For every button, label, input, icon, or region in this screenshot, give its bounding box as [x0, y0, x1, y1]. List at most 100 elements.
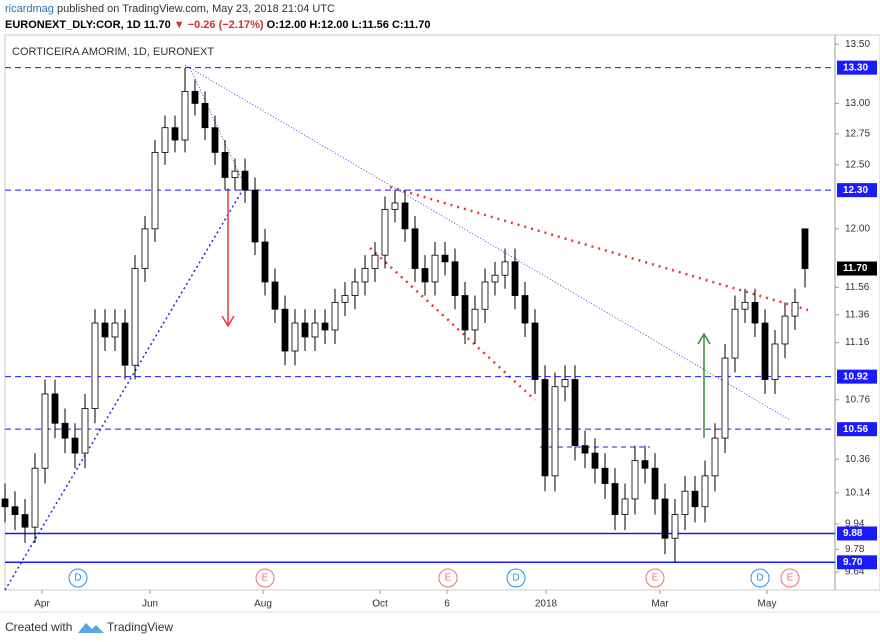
candle-body	[751, 301, 759, 324]
y-tick-label: 12.75	[845, 128, 870, 139]
last: 11.70	[144, 19, 171, 31]
candle-body	[781, 315, 789, 345]
candle-body	[591, 452, 599, 469]
candle-body	[141, 228, 149, 269]
x-tick-label: Mar	[651, 599, 669, 610]
level-label-box	[837, 555, 877, 570]
event-label: D	[512, 573, 519, 584]
event-label: E	[652, 573, 659, 584]
candle-body	[151, 151, 159, 230]
event-marker	[438, 568, 458, 588]
y-tick-label: 12.00	[845, 223, 870, 234]
trendline	[189, 67, 246, 187]
candle-body	[531, 322, 539, 380]
candle-body	[271, 281, 279, 310]
candle-body	[41, 393, 49, 469]
candle-body	[321, 322, 329, 331]
trendline	[369, 247, 536, 401]
candle-body	[261, 241, 269, 283]
ohlc: O:12.00 H:12.00 L:11.56 C:11.70	[267, 19, 431, 31]
x-tick-label: 2018	[535, 599, 558, 610]
candle-body	[551, 386, 559, 477]
candle-body	[201, 103, 209, 129]
candle-body	[51, 393, 59, 424]
chart-title: CORTICEIRA AMORIM, 1D, EURONEXT	[12, 46, 214, 58]
candle-body	[391, 202, 399, 210]
level-label: 9.88	[843, 528, 863, 539]
event-label: E	[445, 573, 452, 584]
level-label: 10.92	[843, 371, 868, 382]
candle-body	[521, 295, 529, 324]
event-label: E	[787, 573, 794, 584]
candle-body	[281, 308, 289, 352]
candle-body	[581, 445, 589, 454]
candle-body	[661, 498, 669, 539]
candle-body	[121, 322, 129, 366]
symbol-line: EURONEXT_DLY:COR, 1D 11.70 ▼ −0.26 (−2.1…	[5, 19, 430, 31]
event-marker	[645, 568, 665, 588]
candle-body	[801, 228, 809, 269]
candle-body	[431, 254, 439, 283]
y-tick-label: 11.36	[845, 309, 870, 320]
level-label: 12.30	[843, 185, 868, 196]
y-tick-label: 9.78	[845, 544, 865, 555]
candle-body	[771, 343, 779, 380]
logo	[78, 623, 104, 633]
candle-body	[561, 379, 569, 388]
candle-body	[631, 460, 639, 500]
candle-body	[571, 379, 579, 446]
event-marker	[750, 568, 770, 588]
candle-body	[241, 170, 249, 191]
last-price-box	[837, 261, 877, 276]
arrow-head	[697, 332, 711, 345]
candle-body	[401, 202, 409, 230]
candles	[1, 67, 809, 563]
candle-body	[251, 189, 259, 243]
candle-body	[421, 268, 429, 283]
candle-body	[341, 295, 349, 303]
candle-body	[81, 408, 89, 454]
drawings	[4, 64, 809, 591]
x-tick-label: Apr	[34, 599, 50, 610]
candle-body	[291, 322, 299, 352]
candle-body	[61, 422, 69, 439]
event-marker	[506, 568, 526, 588]
y-tick-label: 11.56	[845, 282, 870, 293]
candle-body	[471, 308, 479, 331]
candle-body	[691, 490, 699, 508]
y-tick-label: 13.00	[845, 98, 870, 109]
candle-body	[501, 261, 509, 276]
level-label: 10.56	[843, 424, 868, 435]
footer-created: Created with	[5, 620, 72, 634]
last-price-label: 11.70	[843, 263, 868, 274]
trendline	[389, 185, 809, 312]
candle-body	[361, 268, 369, 283]
y-tick-label: 9.94	[845, 519, 865, 530]
y-tick-label: 10.14	[845, 487, 870, 498]
level-label-box	[837, 422, 877, 437]
event-marker	[255, 568, 275, 588]
candle-body	[21, 514, 29, 528]
level-label-box	[837, 369, 877, 384]
symbol: EURONEXT_DLY:COR, 1D	[5, 19, 141, 31]
level-label: 13.30	[843, 62, 868, 73]
candle-body	[331, 301, 339, 331]
candle-body	[411, 228, 419, 269]
event-label: D	[756, 573, 763, 584]
y-tick-label: 13.50	[845, 39, 870, 50]
event-label: D	[74, 573, 81, 584]
change: ▼ −0.26 (−2.17%)	[174, 19, 264, 31]
y-tick-label: 11.16	[845, 337, 870, 348]
candle-body	[441, 254, 449, 263]
candle-body	[461, 295, 469, 331]
candle-body	[161, 127, 169, 153]
candle-body	[1, 498, 9, 508]
candle-body	[31, 467, 39, 528]
candle-body	[311, 322, 319, 338]
candle-body	[111, 322, 119, 338]
candle-body	[611, 483, 619, 515]
candle-body	[741, 301, 749, 310]
candle-body	[451, 261, 459, 296]
frame	[4, 34, 880, 591]
x-tick-label: May	[758, 599, 777, 610]
